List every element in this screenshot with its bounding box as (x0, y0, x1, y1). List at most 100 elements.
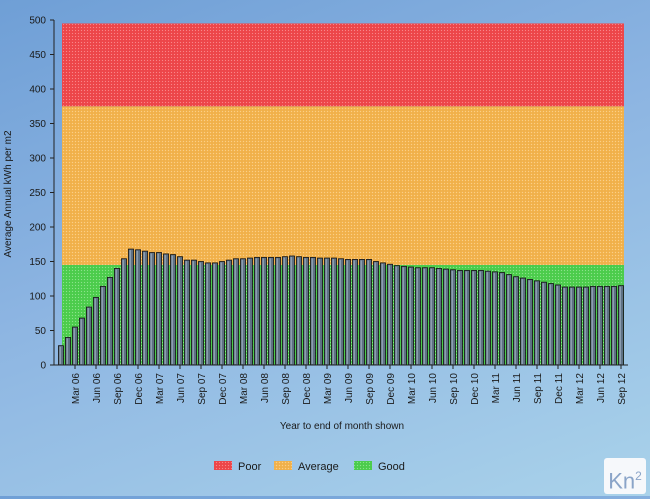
legend-label-average: Average (298, 461, 339, 473)
bar (569, 286, 575, 366)
bar-highlight (304, 258, 306, 364)
bar (499, 272, 505, 366)
bar-highlight (66, 338, 68, 364)
bar (583, 286, 589, 366)
bar-highlight (157, 253, 159, 364)
bar-layer (58, 248, 624, 366)
bar (457, 270, 463, 366)
bar (408, 266, 414, 366)
bar (534, 280, 540, 366)
logo-text: Kn (608, 468, 636, 494)
x-tick-label: Sep 10 (449, 373, 460, 405)
band-texture-average (62, 106, 624, 265)
x-tick-label: Dec 09 (386, 373, 397, 405)
bar-highlight (598, 287, 600, 364)
x-tick-label: Mar 11 (491, 373, 502, 404)
x-tick-label: Mar 07 (155, 373, 166, 405)
bar (86, 306, 92, 366)
bar-highlight (129, 250, 131, 364)
bar (394, 265, 400, 366)
y-tick-layer: 0 50 100 150 200 250 300 350 400 450 500 (29, 16, 54, 372)
bar (93, 296, 99, 366)
bar (604, 285, 610, 366)
bar-highlight (227, 261, 229, 364)
y-tick-label: 50 (35, 326, 47, 337)
bar-highlight (241, 259, 243, 364)
x-tick-layer: Mar 06 Jun 06 Sep 06 Dec 06 Mar 07 Jun 07 Sep … (71, 365, 628, 405)
y-tick-label: 250 (29, 188, 46, 199)
x-tick-label: Dec 11 (554, 373, 565, 404)
bar-highlight (171, 255, 173, 364)
bar-highlight (563, 288, 565, 364)
bar-highlight (437, 269, 439, 364)
x-tick-label: Jun 12 (596, 373, 607, 403)
bar (79, 317, 85, 366)
bar-highlight (178, 257, 180, 364)
x-tick-label: Sep 07 (197, 373, 208, 405)
bar (590, 285, 596, 366)
bar (135, 249, 141, 366)
bar (429, 267, 435, 366)
x-tick-label: Jun 07 (176, 373, 187, 403)
bar-highlight (234, 259, 236, 364)
bar (142, 250, 148, 366)
bar-highlight (220, 262, 222, 364)
y-tick-label: 450 (29, 50, 46, 61)
bar (72, 326, 78, 366)
x-tick-label: Dec 08 (302, 373, 313, 405)
bar-highlight (570, 288, 572, 364)
y-tick-label: 100 (29, 292, 46, 303)
bar (464, 270, 470, 366)
x-tick-label: Jun 08 (260, 373, 271, 403)
bar-highlight (353, 260, 355, 364)
y-tick-label: 350 (29, 119, 46, 130)
bar (268, 256, 274, 366)
bar-highlight (535, 281, 537, 364)
y-tick-label: 0 (40, 361, 46, 372)
bar-highlight (150, 253, 152, 364)
legend-label-poor: Poor (238, 461, 262, 473)
bar-highlight (115, 269, 117, 364)
bar (562, 286, 568, 366)
bar-highlight (479, 271, 481, 364)
x-axis-label: Year to end of month shown (280, 421, 404, 432)
logo: Kn2 (604, 458, 646, 494)
x-tick-label: Mar 06 (71, 373, 82, 405)
legend: Poor Average Good (214, 461, 405, 473)
bar-highlight (248, 259, 250, 364)
bar-highlight (185, 261, 187, 364)
bar (254, 256, 260, 366)
bar (380, 262, 386, 366)
bar (149, 252, 155, 366)
bar (401, 265, 407, 366)
bar (289, 255, 295, 366)
x-tick-label: Mar 12 (575, 373, 586, 405)
bar (478, 270, 484, 366)
bar-highlight (59, 346, 61, 364)
bar-highlight (311, 258, 313, 364)
bar-highlight (451, 270, 453, 364)
bar-highlight (87, 308, 89, 364)
bar (443, 268, 449, 366)
logo-superscript: 2 (635, 469, 642, 483)
bar-highlight (255, 258, 257, 364)
bar (352, 259, 358, 366)
bar-highlight (395, 266, 397, 364)
y-tick-label: 400 (29, 85, 46, 96)
bar-highlight (108, 278, 110, 364)
bar-highlight (416, 268, 418, 364)
bar-highlight (290, 256, 292, 364)
bar (373, 261, 379, 366)
x-tick-label: Dec 06 (134, 373, 145, 405)
bar (359, 259, 365, 366)
bar (541, 281, 547, 366)
y-tick-label: 300 (29, 154, 46, 165)
bar (198, 261, 204, 366)
bar-highlight (584, 288, 586, 364)
bar-highlight (388, 265, 390, 364)
bar-highlight (549, 284, 551, 364)
bar (240, 258, 246, 366)
bar (226, 259, 232, 366)
bar (485, 270, 491, 366)
bar (450, 269, 456, 366)
